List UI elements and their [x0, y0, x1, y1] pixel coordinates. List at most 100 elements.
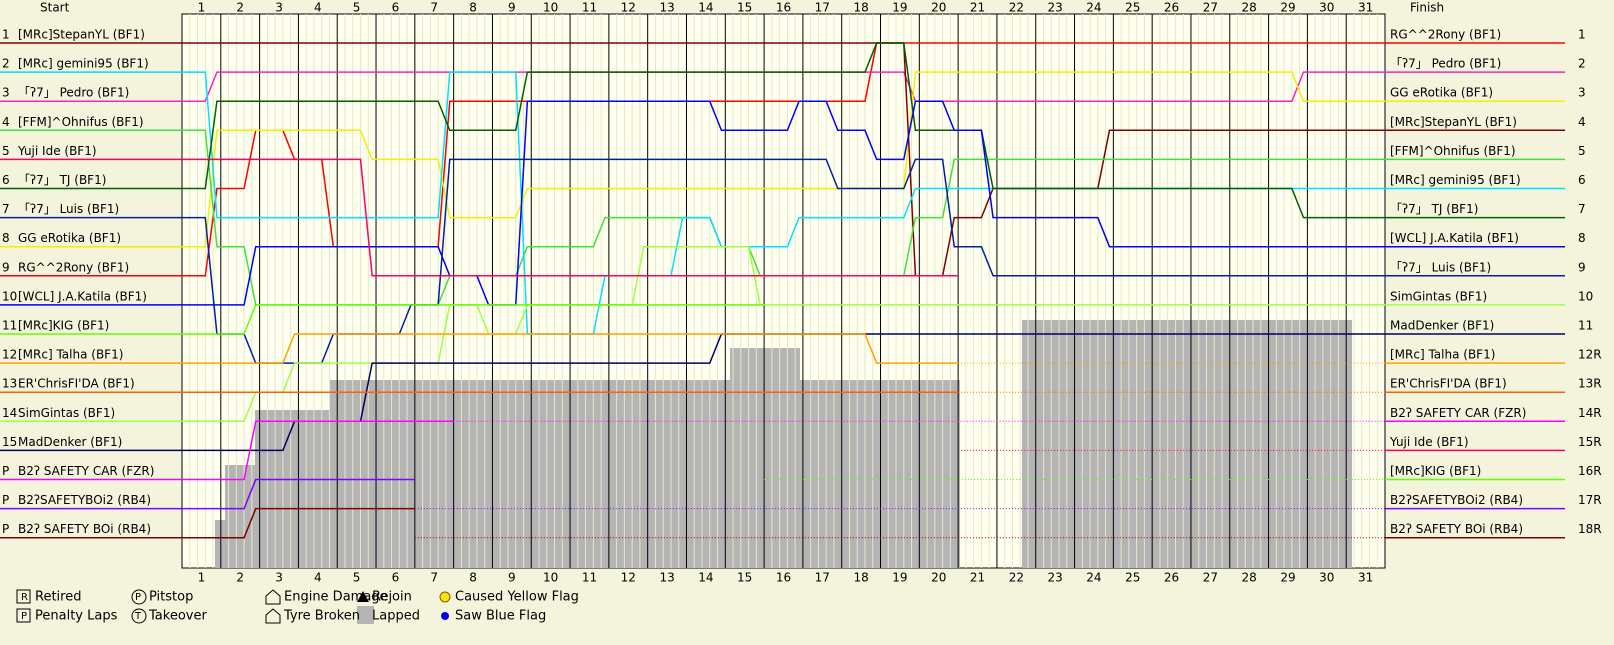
x-tick-label: 8	[469, 1, 477, 15]
x-tick-label: 3	[275, 1, 283, 15]
start-line	[0, 129, 221, 248]
x-tick-label: 15	[737, 1, 752, 15]
x-tick-label: 10	[543, 571, 558, 585]
start-label: [MRc]KIG (BF1)	[18, 319, 109, 333]
finish-label: [MRc]StepanYL (BF1)	[1390, 115, 1517, 129]
legend-label: Caused Yellow Flag	[455, 590, 579, 605]
finish-position: 13R	[1578, 377, 1602, 391]
start-label: B2ʔSAFETYBOi2 (RB4)	[18, 493, 151, 507]
finish-label: ER'ChrisFI'DA (BF1)	[1390, 377, 1507, 391]
x-tick-label: 30	[1319, 1, 1334, 15]
finish-position: 6	[1578, 173, 1586, 187]
start-position: 15	[2, 435, 17, 449]
finish-title: Finish	[1410, 1, 1444, 15]
svg-text:P: P	[21, 611, 27, 622]
x-tick-label: 9	[508, 571, 516, 585]
x-tick-label: 29	[1280, 571, 1295, 585]
x-tick-label: 31	[1358, 571, 1373, 585]
x-tick-label: 1	[198, 571, 206, 585]
legend-label: Lapped	[372, 609, 420, 624]
x-tick-label: 11	[582, 1, 597, 15]
finish-label: RG^^2Rony (BF1)	[1390, 28, 1501, 42]
finish-position: 5	[1578, 144, 1586, 158]
finish-position: 12R	[1578, 348, 1602, 362]
driver-line	[220, 71, 1385, 219]
x-tick-label: 7	[430, 1, 438, 15]
finish-position: 16R	[1578, 464, 1602, 478]
x-tick-label: 23	[1048, 1, 1063, 15]
start-label: B2ʔ SAFETY BOi (RB4)	[18, 522, 151, 536]
driver-line	[220, 420, 454, 481]
legend: R P P T	[16, 589, 451, 624]
finish-position: 17R	[1578, 493, 1602, 507]
start-position: 10	[2, 289, 17, 303]
start-position: P	[2, 464, 9, 478]
x-tick-label: 10	[543, 1, 558, 15]
driver-line	[220, 478, 415, 510]
start-line	[0, 187, 221, 277]
x-tick-label: 13	[659, 1, 674, 15]
start-position: 12	[2, 348, 17, 362]
x-tick-label: 27	[1203, 571, 1218, 585]
x-tick-label: 5	[353, 1, 361, 15]
x-tick-label: 18	[853, 1, 868, 15]
legend-label: Tyre Broken	[283, 609, 360, 624]
start-label: [MRc]StepanYL (BF1)	[18, 28, 145, 42]
finish-label: [FFM]^Ohnifus (BF1)	[1390, 144, 1516, 158]
svg-text:T: T	[134, 611, 142, 622]
x-tick-label: 16	[776, 1, 791, 15]
finish-position: 15R	[1578, 435, 1602, 449]
start-line	[0, 129, 221, 248]
x-tick-label: 4	[314, 571, 322, 585]
legend-label: Saw Blue Flag	[455, 609, 546, 624]
driver-line	[220, 158, 959, 277]
x-tick-label: 29	[1280, 1, 1295, 15]
x-tick-label: 6	[392, 571, 400, 585]
finish-position: 3	[1578, 86, 1586, 100]
start-label: ER'ChrisFI'DA (BF1)	[18, 377, 135, 391]
legend-label: Takeover	[148, 609, 207, 624]
x-tick-label: 1	[198, 1, 206, 15]
start-line	[0, 100, 221, 190]
x-tick-label: 22	[1009, 571, 1024, 585]
x-tick-label: 24	[1086, 571, 1101, 585]
legend-label: Rejoin	[372, 590, 412, 605]
finish-label: [MRc] Talha (BF1)	[1390, 348, 1495, 362]
finish-position: 2	[1578, 57, 1586, 71]
finish-position: 4	[1578, 115, 1586, 129]
driver-line	[220, 100, 1385, 306]
finish-label: B2ʔSAFETYBOi2 (RB4)	[1390, 493, 1523, 507]
x-tick-label: 15	[737, 571, 752, 585]
x-tick-label: 21	[970, 571, 985, 585]
x-tick-label: 17	[815, 1, 830, 15]
x-tick-label: 26	[1164, 571, 1179, 585]
start-label: MadDenker (BF1)	[18, 435, 122, 449]
finish-label: B2ʔ SAFETY BOi (RB4)	[1390, 522, 1523, 536]
start-position: 7	[2, 202, 10, 216]
start-position: 11	[2, 319, 17, 333]
start-position: 14	[2, 406, 17, 420]
lapped-area	[215, 320, 1352, 568]
start-label: GG eRotika (BF1)	[18, 231, 121, 245]
x-tick-label: 11	[582, 571, 597, 585]
x-tick-label: 27	[1203, 1, 1218, 15]
legend-label: Engine Damage	[284, 590, 388, 605]
start-label: 「ʔ7」 Luis (BF1)	[18, 202, 119, 216]
start-line	[0, 71, 221, 219]
finish-position: 8	[1578, 231, 1586, 245]
start-position: 13	[2, 377, 17, 391]
finish-position: 11	[1578, 319, 1593, 333]
start-label: Yuji Ide (BF1)	[17, 144, 97, 158]
finish-label: 「ʔ7」 Luis (BF1)	[1390, 260, 1491, 274]
start-label: [WCL] J.A.Katila (BF1)	[18, 289, 147, 303]
legend-label: Retired	[35, 590, 81, 605]
finish-position: 18R	[1578, 522, 1602, 536]
x-tick-label: 25	[1125, 1, 1140, 15]
x-tick-label: 18	[853, 571, 868, 585]
start-position: 8	[2, 231, 10, 245]
finish-position: 1	[1578, 28, 1586, 42]
x-tick-label: 14	[698, 571, 713, 585]
x-tick-label: 19	[892, 571, 907, 585]
start-position: 3	[2, 86, 10, 100]
